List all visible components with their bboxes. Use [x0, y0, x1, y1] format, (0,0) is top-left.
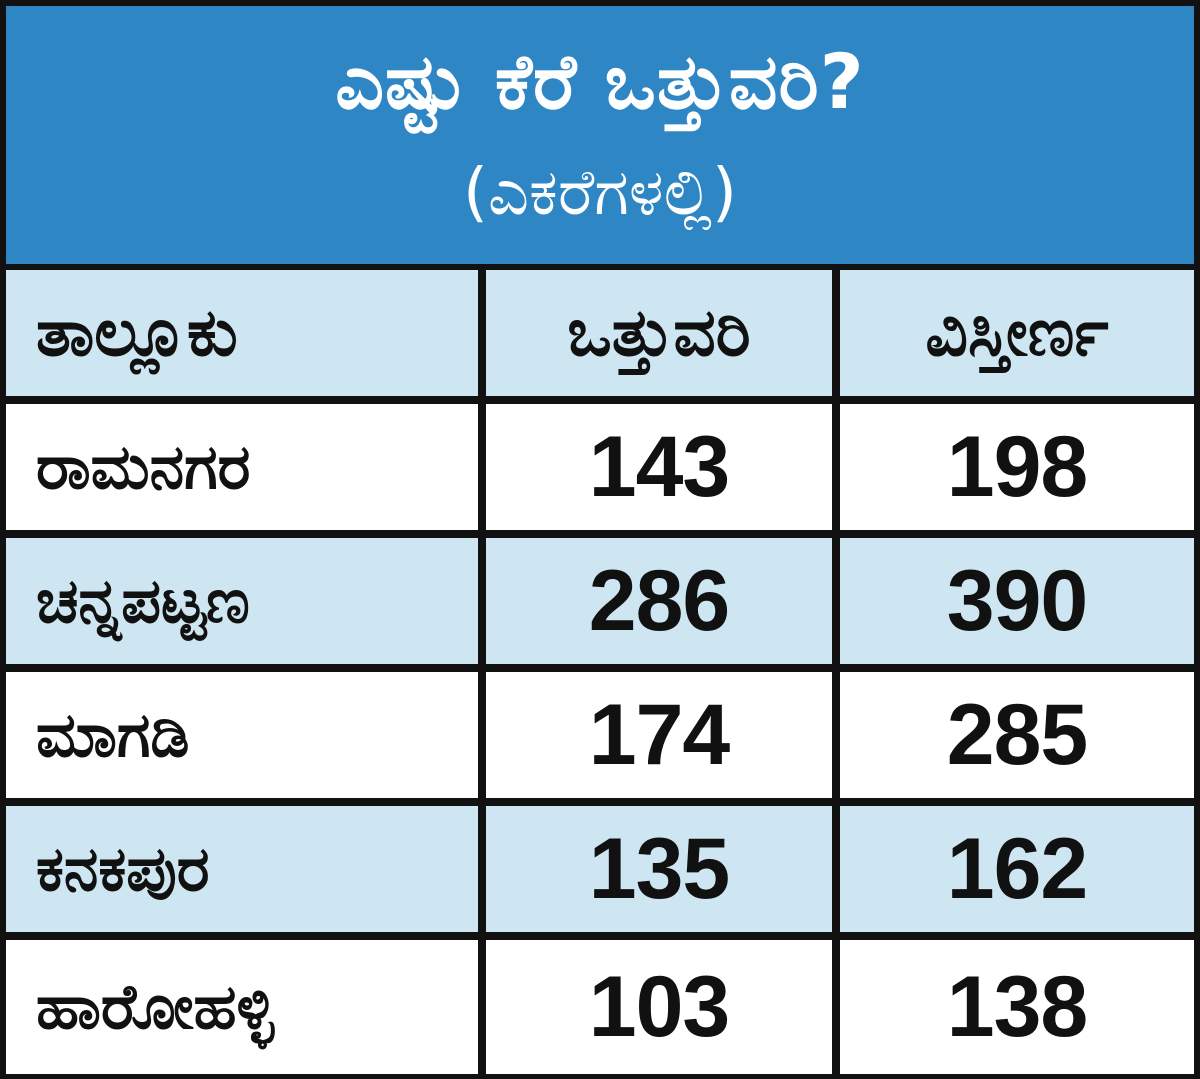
table-title: ಎಷ್ಟು ಕೆರೆ ಒತ್ತುವರಿ? [335, 37, 865, 126]
taluk-name-cell: ಮಾಗಡಿ [6, 672, 478, 798]
area-value-cell: 138 [840, 940, 1194, 1074]
table-row: ಚನ್ನಪಟ್ಟಣ 286 390 [6, 538, 1194, 664]
encroached-value-cell: 103 [486, 940, 832, 1074]
encroached-value-cell: 143 [486, 404, 832, 530]
table-row: ಕನಕಪುರ 135 162 [6, 806, 1194, 932]
column-header-encroached: ಒತ್ತುವರಿ [486, 270, 832, 396]
taluk-name-cell: ಚನ್ನಪಟ್ಟಣ [6, 538, 478, 664]
table-header-row: ತಾಲ್ಲೂಕು ಒತ್ತುವರಿ ವಿಸ್ತೀರ್ಣ [6, 270, 1194, 396]
table-header-banner: ಎಷ್ಟು ಕೆರೆ ಒತ್ತುವರಿ? (ಎಕರೆಗಳಲ್ಲಿ) [6, 6, 1194, 264]
table-row: ಹಾರೋಹಳ್ಳಿ 103 138 [6, 940, 1194, 1074]
table-subtitle: (ಎಕರೆಗಳಲ್ಲಿ) [462, 156, 737, 230]
column-header-area: ವಿಸ್ತೀರ್ಣ [840, 270, 1194, 396]
area-value-cell: 390 [840, 538, 1194, 664]
area-value-cell: 162 [840, 806, 1194, 932]
taluk-name-cell: ಹಾರೋಹಳ್ಳಿ [6, 940, 478, 1074]
area-value-cell: 285 [840, 672, 1194, 798]
table-row: ರಾಮನಗರ 143 198 [6, 404, 1194, 530]
taluk-name-cell: ರಾಮನಗರ [6, 404, 478, 530]
table-row: ಮಾಗಡಿ 174 285 [6, 672, 1194, 798]
encroached-value-cell: 286 [486, 538, 832, 664]
encroached-value-cell: 135 [486, 806, 832, 932]
encroached-value-cell: 174 [486, 672, 832, 798]
column-header-taluk: ತಾಲ್ಲೂಕು [6, 270, 478, 396]
taluk-name-cell: ಕನಕಪುರ [6, 806, 478, 932]
area-value-cell: 198 [840, 404, 1194, 530]
